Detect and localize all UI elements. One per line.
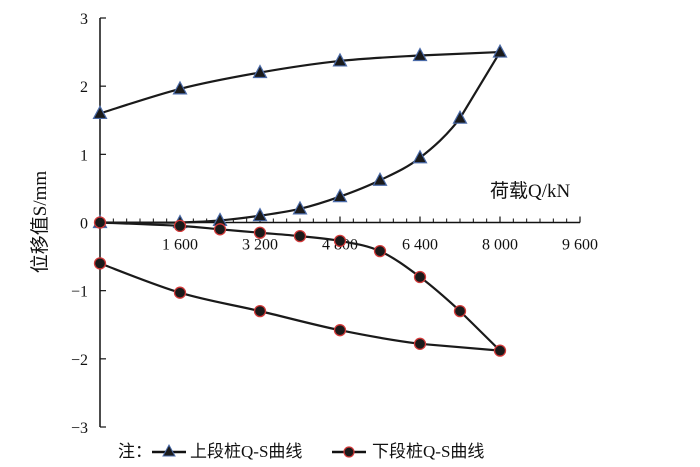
legend-label-lower: 下段桩Q-S曲线 <box>372 442 484 461</box>
lower-pile-point <box>453 304 467 318</box>
y-tick-label: −3 <box>71 420 88 437</box>
upper-pile-point <box>92 105 108 120</box>
lower-pile-point <box>413 270 427 284</box>
lower-pile-point <box>93 257 107 270</box>
lower-pile-point <box>413 337 427 350</box>
lower-pile-point <box>333 324 347 337</box>
lower-pile-point <box>93 216 107 229</box>
upper-pile-point <box>252 64 268 79</box>
legend: 注： 上段桩Q-S曲线 下段桩Q-S曲线 <box>118 442 484 461</box>
legend-label-upper: 上段桩Q-S曲线 <box>190 442 302 461</box>
lower-pile-point <box>213 223 227 236</box>
y-tick-label: −1 <box>71 284 88 301</box>
x-tick-label: 9 600 <box>562 237 598 254</box>
legend-prefix: 注： <box>118 442 152 461</box>
lower-pile-point <box>253 226 267 239</box>
legend-circle-icon <box>343 446 355 458</box>
upper-pile-point <box>492 43 508 58</box>
y-tick-label: 1 <box>80 147 88 164</box>
upper-pile-point <box>172 80 188 95</box>
upper-pile-point <box>412 149 428 164</box>
x-tick-label: 6 400 <box>402 237 438 254</box>
upper-pile-point <box>372 171 388 186</box>
y-tick-label: 3 <box>80 11 88 28</box>
series-layer <box>92 43 508 357</box>
lower-pile-point <box>173 286 187 299</box>
upper-pile-point <box>452 109 468 124</box>
upper-pile-point <box>252 207 268 222</box>
upper-pile-point <box>292 200 308 215</box>
x-tick-label: 3 200 <box>242 237 278 254</box>
y-tick-label: 2 <box>80 79 88 96</box>
lower-pile-point <box>173 219 187 233</box>
upper-pile-point <box>332 52 348 67</box>
lower-pile-point <box>293 229 307 243</box>
y-tick-label: −2 <box>71 352 88 369</box>
lower-pile-point <box>333 234 347 248</box>
legend-triangle-icon <box>162 443 176 457</box>
upper-pile-curve <box>99 50 503 224</box>
upper-pile-point <box>412 47 428 62</box>
y-tick-label: 0 <box>80 216 88 233</box>
y-axis-label: 位移值S/mm <box>29 171 51 274</box>
upper-pile-point <box>332 188 348 203</box>
lower-pile-point <box>373 244 387 258</box>
x-tick-label: 8 000 <box>482 237 518 254</box>
lower-pile-point <box>253 304 267 318</box>
x-tick-label: 1 600 <box>162 237 198 254</box>
lower-pile-point <box>493 344 507 357</box>
x-axis-label: 荷载Q/kN <box>490 180 571 202</box>
